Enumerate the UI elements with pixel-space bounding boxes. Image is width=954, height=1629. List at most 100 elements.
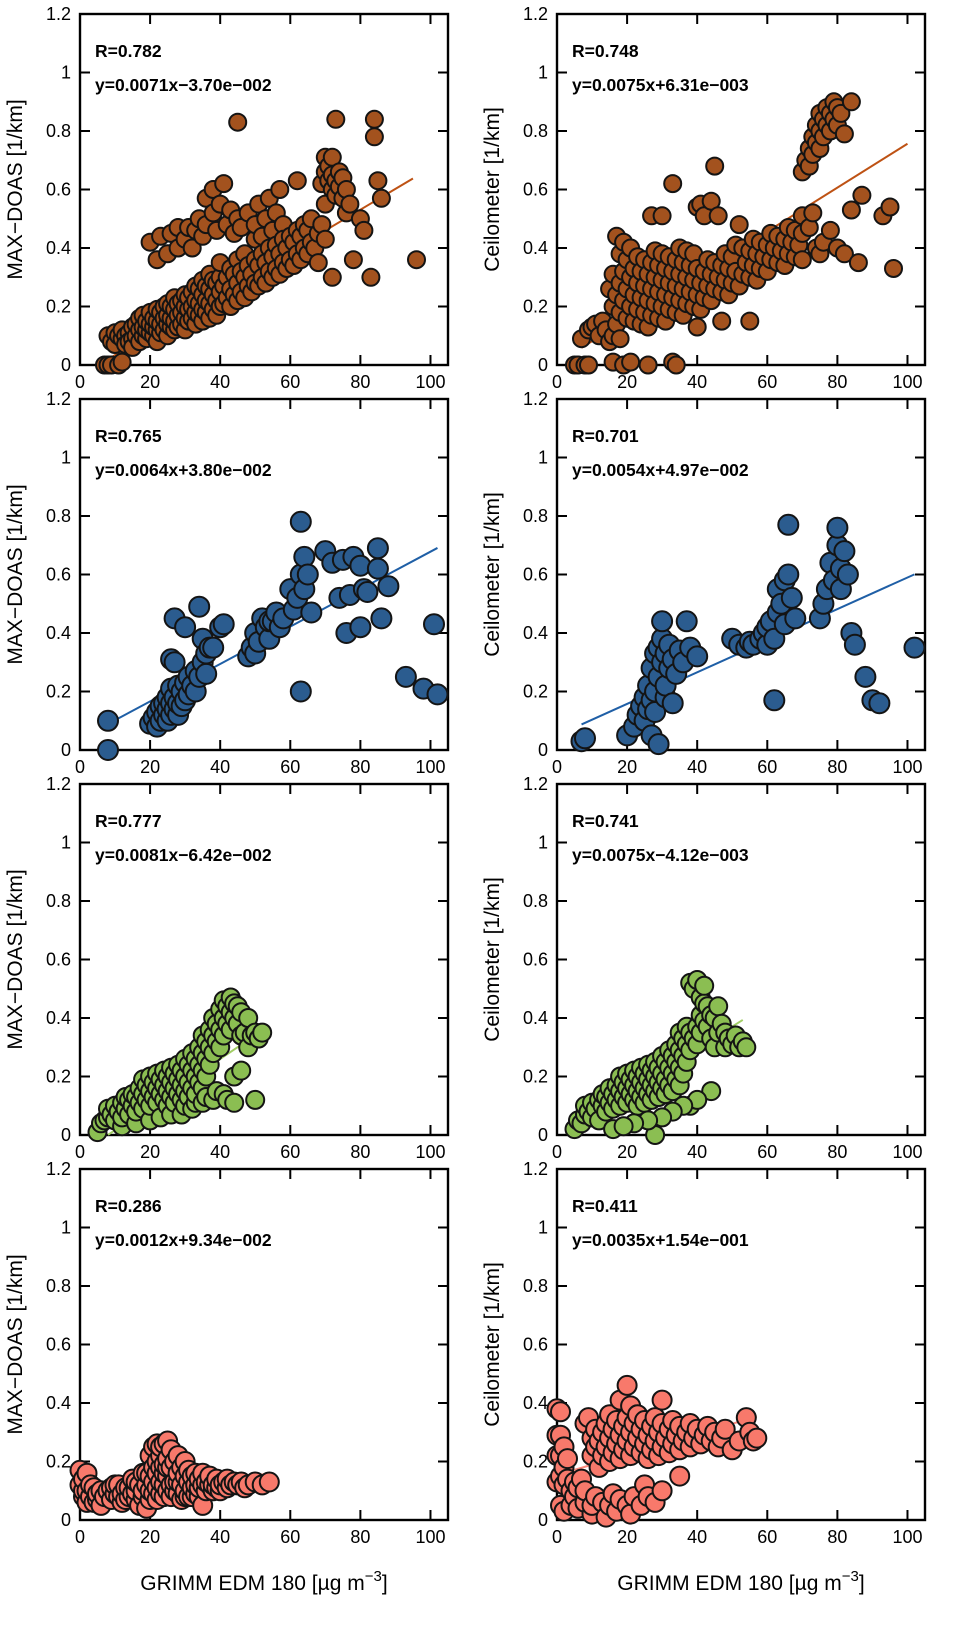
fit-equation-label: y=0.0075x+6.31e−003 [572, 75, 749, 95]
y-tick-label: 0.4 [523, 1393, 548, 1413]
x-tick-label: 40 [687, 1527, 707, 1547]
x-tick-label: 0 [552, 1142, 562, 1162]
y-tick-label: 0.4 [46, 238, 71, 258]
y-tick-label: 0.6 [46, 1335, 71, 1355]
r-value-label: R=0.286 [95, 1196, 162, 1216]
x-axis-title-superscript: −3 [364, 1568, 382, 1585]
y-tick-label: 1 [538, 448, 548, 468]
x-axis-title: GRIMM EDM 180 [µg m−3] [531, 1568, 951, 1596]
y-tick-label: 1.2 [46, 774, 71, 794]
scatter-points [564, 970, 757, 1145]
r-value-label: R=0.741 [572, 811, 639, 831]
x-tick-label: 40 [687, 372, 707, 392]
x-tick-label: 20 [617, 372, 637, 392]
y-axis-label: MAX−DOAS [1/km] [4, 869, 27, 1049]
y-axis-label: MAX−DOAS [1/km] [4, 1254, 27, 1434]
y-tick-label: 1.2 [523, 774, 548, 794]
y-tick-label: 0.8 [46, 891, 71, 911]
x-tick-label: 40 [210, 372, 230, 392]
y-tick-label: 0 [61, 355, 71, 375]
x-axis-title-bracket: ] [381, 1572, 388, 1595]
x-tick-label: 100 [892, 757, 922, 777]
y-tick-label: 0.4 [523, 238, 548, 258]
r-value-label: R=0.777 [95, 811, 162, 831]
panel-r1-ceilometer: 0 20 40 60 80 100 0 0.2 0.4 0.6 0.8 1 1.2 R=0.748 y=0.… [481, 4, 927, 392]
y-tick-label: 0 [538, 740, 548, 760]
x-tick-label: 100 [892, 372, 922, 392]
x-tick-label: 80 [350, 1142, 370, 1162]
y-tick-label: 0.2 [523, 297, 548, 317]
x-tick-label: 40 [210, 1527, 230, 1547]
r-value-label: R=0.748 [572, 41, 639, 61]
x-tick-label: 20 [140, 1142, 160, 1162]
y-tick-label: 0.4 [46, 1008, 71, 1028]
x-tick-label: 20 [140, 1527, 160, 1547]
y-tick-label: 0.6 [46, 950, 71, 970]
y-tick-label: 1 [61, 448, 71, 468]
y-tick-label: 0.4 [46, 623, 71, 643]
y-axis-label: Ceilometer [1/km] [481, 492, 504, 657]
y-tick-label: 0.2 [523, 1067, 548, 1087]
panel-r2-ceilometer: 0 20 40 60 80 100 0 0.2 0.4 0.6 0.8 1 1.2 R=0.701 y=0.… [481, 389, 927, 777]
y-tick-label: 0 [61, 740, 71, 760]
y-tick-label: 0 [61, 1125, 71, 1145]
panel-r4-ceilometer: 0 20 40 60 80 100 0 0.2 0.4 0.6 0.8 1 1.2 R=0.411 y=0.… [481, 1159, 927, 1547]
y-tick-label: 1.2 [46, 1159, 71, 1179]
fit-equation-label: y=0.0064x+3.80e−002 [95, 460, 272, 480]
x-tick-label: 60 [280, 372, 300, 392]
x-tick-label: 40 [210, 1142, 230, 1162]
y-tick-label: 0.8 [46, 1276, 71, 1296]
y-tick-label: 0.6 [46, 565, 71, 585]
y-tick-label: 0 [538, 1125, 548, 1145]
y-tick-label: 0.6 [523, 950, 548, 970]
x-tick-label: 80 [827, 372, 847, 392]
x-tick-label: 80 [827, 1142, 847, 1162]
y-tick-label: 0.8 [523, 891, 548, 911]
r-value-label: R=0.411 [572, 1196, 638, 1216]
fit-equation-label: y=0.0012x+9.34e−002 [95, 1230, 272, 1250]
y-tick-label: 1.2 [523, 1159, 548, 1179]
x-axis-title-text: GRIMM EDM 180 [µg m [140, 1572, 365, 1595]
x-tick-label: 20 [617, 757, 637, 777]
x-axis-title-bracket: ] [858, 1572, 865, 1595]
y-tick-label: 0.6 [523, 565, 548, 585]
panel-r3-maxdoas: 0 20 40 60 80 100 0 0.2 0.4 0.6 0.8 1 1.2 R=0.777 y=0.… [4, 774, 450, 1162]
x-tick-label: 20 [617, 1527, 637, 1547]
plot-axes: 0 20 40 60 80 100 0 0.2 0.4 0.6 0.8 1 1.2 [523, 389, 927, 777]
y-axis-label: Ceilometer [1/km] [481, 107, 504, 272]
x-tick-label: 60 [280, 1142, 300, 1162]
fit-equation-label: y=0.0054x+4.97e−002 [572, 460, 749, 480]
y-tick-label: 0.2 [46, 1067, 71, 1087]
x-tick-label: 0 [552, 757, 562, 777]
x-tick-label: 0 [75, 1527, 85, 1547]
y-tick-label: 0.6 [523, 1335, 548, 1355]
fit-equation-label: y=0.0075x−4.12e−003 [572, 845, 749, 865]
y-tick-label: 0 [61, 1510, 71, 1530]
x-tick-label: 40 [210, 757, 230, 777]
x-tick-label: 0 [75, 1142, 85, 1162]
x-tick-label: 100 [415, 1527, 445, 1547]
y-tick-label: 0.8 [523, 1276, 548, 1296]
x-tick-label: 80 [827, 757, 847, 777]
x-axis-title: GRIMM EDM 180 [µg m−3] [54, 1568, 474, 1596]
x-tick-label: 80 [350, 372, 370, 392]
r-value-label: R=0.765 [95, 426, 162, 446]
panel-r4-maxdoas: 0 20 40 60 80 100 0 0.2 0.4 0.6 0.8 1 1.2 R=0.286 y=0.… [4, 1159, 450, 1547]
y-tick-label: 1 [538, 833, 548, 853]
x-tick-label: 60 [757, 372, 777, 392]
y-tick-label: 0.2 [523, 1452, 548, 1472]
x-tick-label: 100 [415, 372, 445, 392]
scatter-points [87, 987, 273, 1143]
y-axis-label: MAX−DOAS [1/km] [4, 484, 27, 664]
y-tick-label: 0.8 [46, 506, 71, 526]
x-tick-label: 60 [280, 757, 300, 777]
x-tick-label: 20 [140, 757, 160, 777]
scatter-points [565, 92, 903, 375]
y-tick-label: 1.2 [46, 389, 71, 409]
x-tick-label: 100 [415, 757, 445, 777]
plot-axes: 0 20 40 60 80 100 0 0.2 0.4 0.6 0.8 1 1.2 [46, 1159, 450, 1547]
x-tick-label: 20 [617, 1142, 637, 1162]
fit-equation-label: y=0.0081x−6.42e−002 [95, 845, 272, 865]
x-tick-label: 0 [552, 372, 562, 392]
y-tick-label: 1 [61, 1218, 71, 1238]
